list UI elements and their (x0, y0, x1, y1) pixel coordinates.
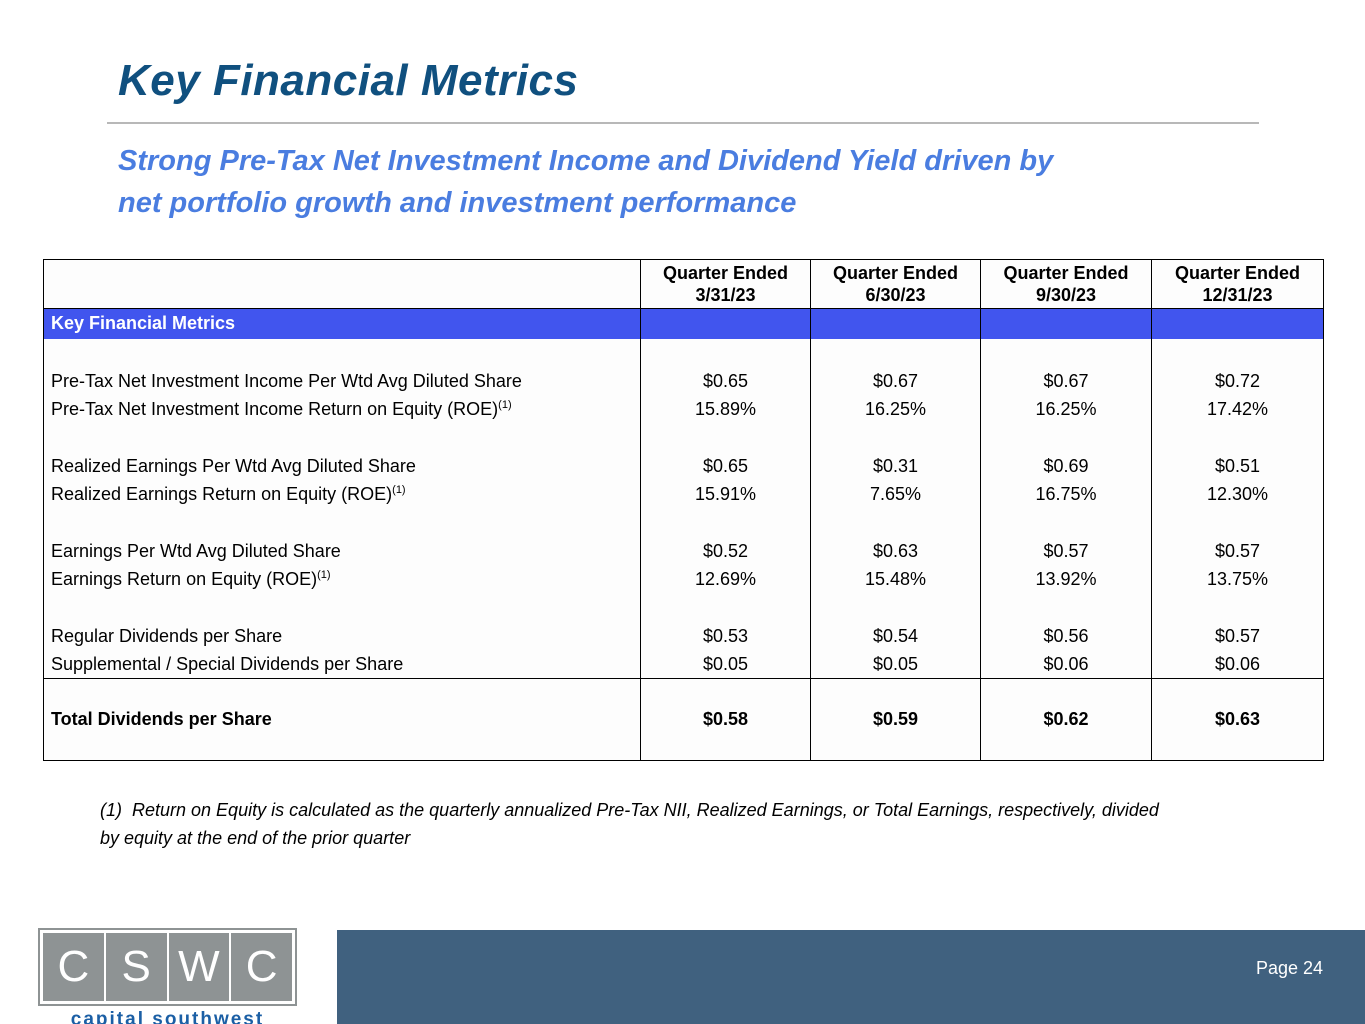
section-label: Key Financial Metrics (43, 308, 641, 339)
row-label: Pre-Tax Net Investment Income Per Wtd Av… (51, 371, 522, 391)
footnote: (1) Return on Equity is calculated as th… (100, 800, 1159, 848)
cell-value: 16.75% (980, 480, 1152, 509)
cell-value: $0.67 (810, 367, 981, 396)
row-label: Realized Earnings Return on Equity (ROE) (51, 484, 393, 504)
spacer-row (43, 338, 1324, 368)
footer-bar: Page 24 (337, 930, 1365, 1024)
cell-value: $0.57 (1151, 622, 1324, 651)
row-label: Realized Earnings Per Wtd Avg Diluted Sh… (51, 456, 416, 476)
row-label: Earnings Per Wtd Avg Diluted Share (51, 541, 341, 561)
cell-value: 7.65% (810, 480, 981, 509)
cell-value: $0.31 (810, 452, 981, 481)
table-row: Earnings Per Wtd Avg Diluted Share $0.52… (43, 537, 1324, 566)
table-row: Earnings Return on Equity (ROE)(1) 12.69… (43, 565, 1324, 594)
column-header: Quarter Ended 3/31/23 (640, 259, 811, 309)
row-label: Pre-Tax Net Investment Income Return on … (51, 399, 499, 419)
slide-subtitle: Strong Pre-Tax Net Investment Income and… (118, 145, 1054, 220)
cell-value: 13.92% (980, 565, 1152, 594)
cell-value: $0.72 (1151, 367, 1324, 396)
cell-value: $0.69 (980, 452, 1152, 481)
title-divider (107, 122, 1259, 124)
cell-value: $0.65 (640, 367, 811, 396)
section-band-row: Key Financial Metrics (43, 308, 1324, 339)
cell-value: 15.91% (640, 480, 811, 509)
cell-value: $0.54 (810, 622, 981, 651)
cell-value: $0.57 (980, 537, 1152, 566)
table-row: Pre-Tax Net Investment Income Per Wtd Av… (43, 367, 1324, 396)
total-row: Total Dividends per Share $0.58 $0.59 $0… (43, 678, 1324, 761)
cell-value: $0.56 (980, 622, 1152, 651)
section-band-cell (980, 308, 1152, 339)
cswc-logo: C S W C capital southwest (40, 930, 295, 1024)
cell-value: 16.25% (810, 395, 981, 424)
cell-value: $0.62 (980, 678, 1152, 761)
page-number: Page 24 (1255, 958, 1323, 978)
row-label: Earnings Return on Equity (ROE) (51, 569, 318, 589)
cell-value: $0.57 (1151, 537, 1324, 566)
cell-value: $0.52 (640, 537, 811, 566)
row-label: Regular Dividends per Share (51, 626, 283, 646)
footnote-marker: (1) (317, 569, 331, 581)
cell-value: $0.05 (640, 650, 811, 679)
logo-letter: W (169, 933, 232, 1001)
cell-value: $0.58 (640, 678, 811, 761)
cell-value: $0.59 (810, 678, 981, 761)
cell-value: 12.30% (1151, 480, 1324, 509)
footnote-marker: (1) (498, 399, 512, 411)
table-row: Supplemental / Special Dividends per Sha… (43, 650, 1324, 679)
row-label: Supplemental / Special Dividends per Sha… (51, 653, 404, 674)
table-header-row: Quarter Ended 3/31/23 Quarter Ended 6/30… (43, 259, 1324, 309)
table-row: Realized Earnings Per Wtd Avg Diluted Sh… (43, 452, 1324, 481)
cell-value: $0.06 (1151, 650, 1324, 679)
logo-letter: C (43, 933, 106, 1001)
column-header: Quarter Ended 9/30/23 (980, 259, 1152, 309)
corner-cell (43, 259, 641, 309)
footnote-marker: (1) (392, 484, 406, 496)
cell-value: $0.65 (640, 452, 811, 481)
row-label: Total Dividends per Share (43, 678, 641, 761)
spacer-row (43, 508, 1324, 538)
logo-letter: C (245, 942, 278, 991)
cell-value: $0.53 (640, 622, 811, 651)
cell-value: 16.25% (980, 395, 1152, 424)
cell-value: $0.67 (980, 367, 1152, 396)
spacer-row (43, 423, 1324, 453)
table-row: Pre-Tax Net Investment Income Return on … (43, 395, 1324, 424)
logo-tagline: capital southwest (70, 1009, 265, 1024)
spacer-row (43, 593, 1324, 623)
cell-value: 13.75% (1151, 565, 1324, 594)
cell-value: $0.63 (810, 537, 981, 566)
page-title: Key Financial Metrics (118, 56, 579, 105)
table-row: Realized Earnings Return on Equity (ROE)… (43, 480, 1324, 509)
cell-value: 15.48% (810, 565, 981, 594)
cell-value: $0.51 (1151, 452, 1324, 481)
cell-value: $0.05 (810, 650, 981, 679)
section-band-cell (640, 308, 811, 339)
section-band-cell (810, 308, 981, 339)
cell-value: 12.69% (640, 565, 811, 594)
column-header: Quarter Ended 6/30/23 (810, 259, 981, 309)
cell-value: $0.63 (1151, 678, 1324, 761)
section-band-cell (1151, 308, 1324, 339)
table-row: Regular Dividends per Share $0.53 $0.54 … (43, 622, 1324, 651)
cell-value: 17.42% (1151, 395, 1324, 424)
logo-letter: S (106, 933, 169, 1001)
cell-value: $0.06 (980, 650, 1152, 679)
cell-value: 15.89% (640, 395, 811, 424)
cswc-logo-box: C S W C (40, 930, 295, 1004)
column-header: Quarter Ended 12/31/23 (1151, 259, 1324, 309)
financial-metrics-table: Quarter Ended 3/31/23 Quarter Ended 6/30… (43, 259, 1324, 761)
